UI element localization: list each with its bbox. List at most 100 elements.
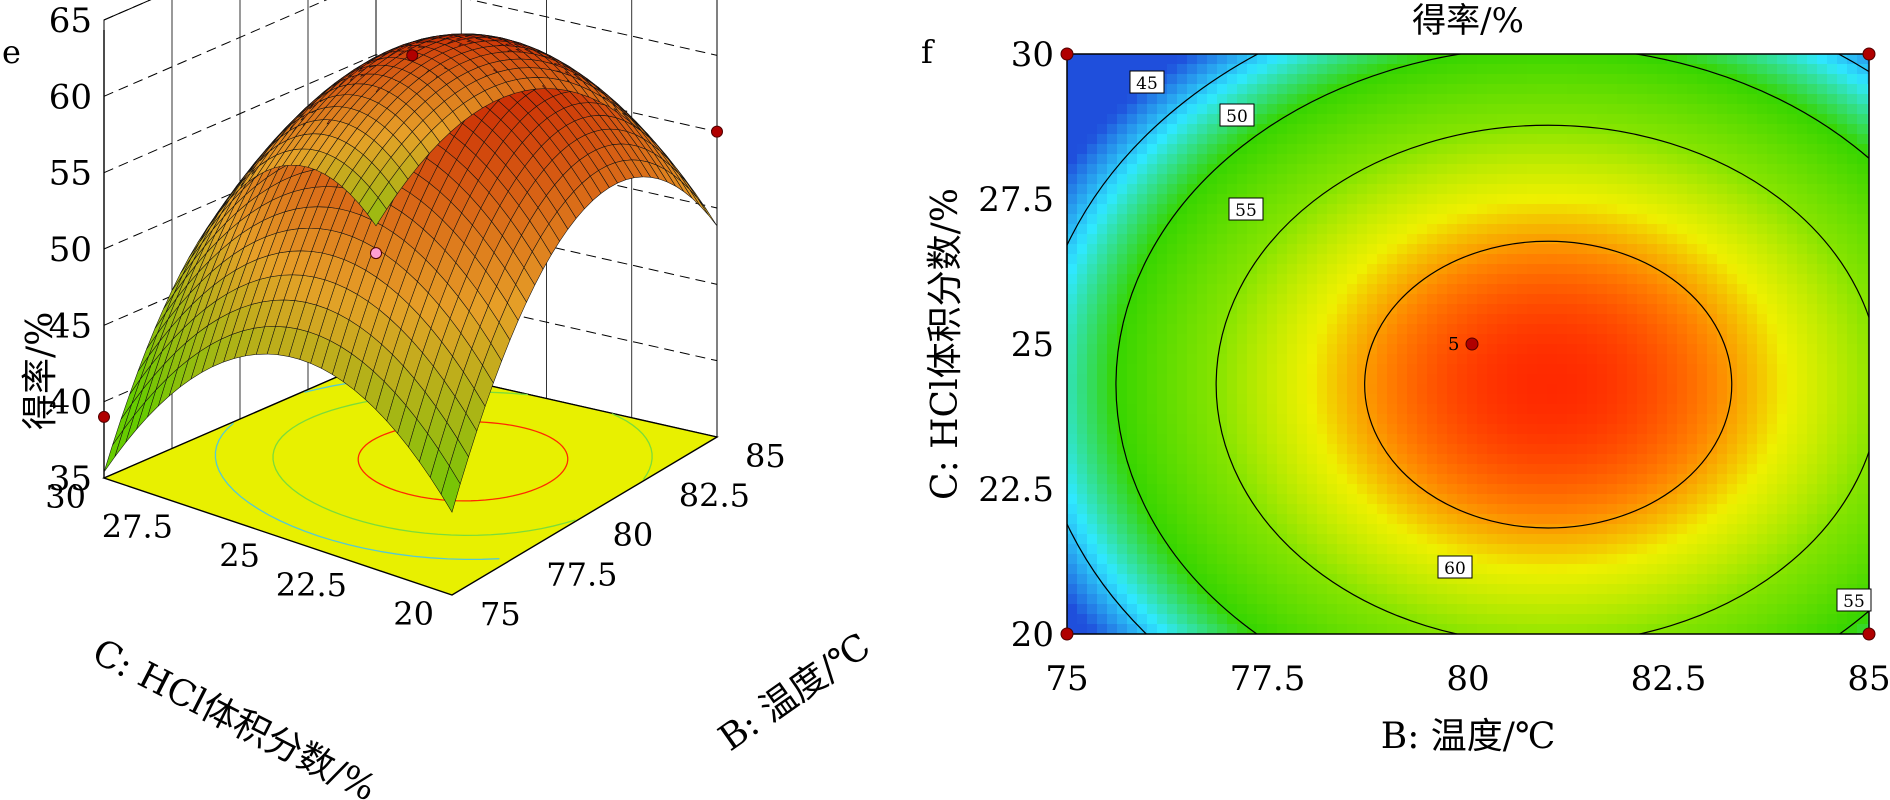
heat-cell <box>1457 314 1468 325</box>
heat-cell <box>1167 144 1178 155</box>
heat-cell <box>1307 464 1318 475</box>
heat-cell <box>1557 54 1568 65</box>
heat-cell <box>1237 64 1248 75</box>
heat-cell <box>1257 254 1268 265</box>
heat-cell <box>1127 394 1138 405</box>
heat-cell <box>1107 354 1118 365</box>
heat-cell <box>1417 294 1428 305</box>
heat-cell <box>1377 504 1388 515</box>
heat-cell <box>1507 414 1518 425</box>
heat-cell <box>1397 204 1408 215</box>
heat-cell <box>1237 264 1248 275</box>
heat-cell <box>1287 304 1298 315</box>
heat-cell <box>1297 404 1308 415</box>
heat-cell <box>1667 94 1678 105</box>
heat-cell <box>1127 364 1138 375</box>
heat-cell <box>1357 134 1368 145</box>
heat-cell <box>1567 294 1578 305</box>
heat-cell <box>1397 314 1408 325</box>
heat-cell <box>1727 424 1738 435</box>
heat-cell <box>1667 74 1678 85</box>
heat-cell <box>1297 274 1308 285</box>
heat-cell <box>1627 364 1638 375</box>
heat-cell <box>1447 414 1458 425</box>
heat-cell <box>1317 424 1328 435</box>
heat-cell <box>1717 124 1728 135</box>
heat-cell <box>1097 104 1108 115</box>
heat-cell <box>1477 284 1488 295</box>
heat-cell <box>1607 154 1618 165</box>
heat-cell <box>1407 184 1418 195</box>
heat-cell <box>1377 74 1388 85</box>
heat-cell <box>1347 184 1358 195</box>
heat-cell <box>1397 474 1408 485</box>
heat-cell <box>1697 534 1708 545</box>
heat-cell <box>1637 234 1648 245</box>
heat-cell <box>1417 124 1428 135</box>
heat-cell <box>1507 124 1518 135</box>
heat-cell <box>1527 404 1538 415</box>
heat-cell <box>1687 484 1698 495</box>
heat-cell <box>1737 264 1748 275</box>
heat-cell <box>1097 414 1108 425</box>
heat-cell <box>1367 194 1378 205</box>
heat-cell <box>1427 94 1438 105</box>
heat-cell <box>1387 174 1398 185</box>
heat-cell <box>1557 444 1568 455</box>
heat-cell <box>1667 354 1678 365</box>
heat-cell <box>1077 284 1088 295</box>
heat-cell <box>1597 244 1608 255</box>
heat-cell <box>1137 164 1148 175</box>
heat-cell <box>1637 504 1648 515</box>
heat-cell <box>1647 304 1658 315</box>
heat-cell <box>1097 374 1108 385</box>
heat-cell <box>1097 164 1108 175</box>
heat-cell <box>1267 264 1278 275</box>
heat-cell <box>1467 414 1478 425</box>
heat-cell <box>1557 154 1568 165</box>
heat-cell <box>1177 124 1188 135</box>
y-tick-label: 30 <box>45 478 86 516</box>
heat-cell <box>1067 104 1078 115</box>
heat-cell <box>1087 334 1098 345</box>
heat-cell <box>1647 484 1658 495</box>
heat-cell <box>1727 304 1738 315</box>
heat-cell <box>1557 144 1568 155</box>
heat-cell <box>1217 174 1228 185</box>
heat-cell <box>1737 74 1748 85</box>
heat-cell <box>1217 494 1228 505</box>
heat-cell <box>1227 574 1238 585</box>
heat-cell <box>1277 314 1288 325</box>
heat-cell <box>1237 554 1248 565</box>
heat-cell <box>1207 324 1218 335</box>
heat-cell <box>1497 424 1508 435</box>
heat-cell <box>1287 364 1298 375</box>
heat-cell <box>1637 134 1648 145</box>
heat-cell <box>1427 74 1438 85</box>
z-tick-label: 60 <box>49 77 92 117</box>
heat-cell <box>1537 214 1548 225</box>
heat-cell <box>1217 74 1228 85</box>
heat-cell <box>1447 214 1458 225</box>
heat-cell <box>1257 514 1268 525</box>
heat-cell <box>1117 224 1128 235</box>
heat-cell <box>1477 574 1488 585</box>
heat-cell <box>1297 444 1308 455</box>
heat-cell <box>1167 134 1178 145</box>
heat-cell <box>1497 344 1508 355</box>
heat-cell <box>1067 374 1078 385</box>
heat-cell <box>1157 214 1168 225</box>
heat-cell <box>1487 604 1498 615</box>
heat-cell <box>1497 234 1508 245</box>
heat-cell <box>1317 164 1328 175</box>
heat-cell <box>1487 144 1498 155</box>
heat-cell <box>1387 504 1398 515</box>
heat-cell <box>1117 174 1128 185</box>
heat-cell <box>1497 594 1508 605</box>
heat-cell <box>1137 564 1148 575</box>
heat-cell <box>1357 244 1368 255</box>
heat-cell <box>1207 574 1218 585</box>
heat-cell <box>1247 534 1258 545</box>
heat-cell <box>1317 354 1328 365</box>
heat-cell <box>1707 204 1718 215</box>
